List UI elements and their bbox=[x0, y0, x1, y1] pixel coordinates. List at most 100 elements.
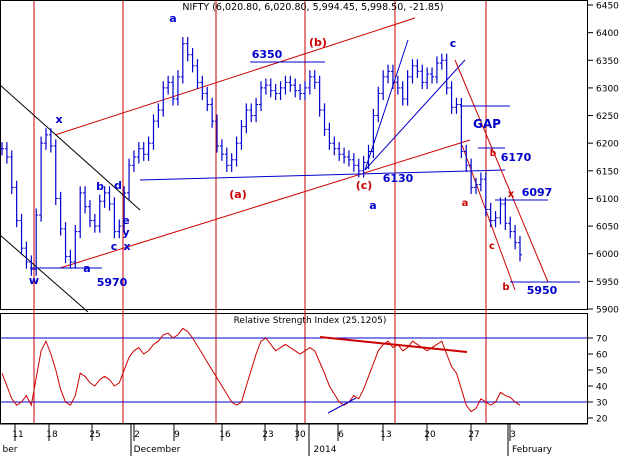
price-tick-label: 6200 bbox=[596, 140, 619, 150]
price-bars bbox=[0, 37, 522, 276]
price-bar bbox=[503, 197, 508, 230]
x-month-label: December bbox=[134, 445, 181, 455]
price-bar bbox=[371, 108, 376, 159]
price-panel-frame bbox=[0, 0, 588, 310]
price-bar bbox=[219, 139, 224, 161]
price-bar bbox=[171, 75, 176, 106]
price-y-axis: 5900 5950 6000 6050 6100 6150 6200 6250 6300 6350… bbox=[588, 2, 619, 316]
price-bar bbox=[415, 59, 420, 78]
price-tick-label: 6300 bbox=[596, 84, 619, 94]
price-bar bbox=[293, 78, 298, 98]
price-bar bbox=[166, 75, 171, 95]
price-bar bbox=[278, 81, 283, 101]
wave-label: 6130 bbox=[383, 172, 414, 185]
fall-channel-upper bbox=[454, 59, 549, 283]
support-line-6130 bbox=[139, 169, 506, 181]
wave-label: a bbox=[83, 262, 90, 275]
x-tick-label: 3 bbox=[510, 430, 516, 440]
wave-label: b bbox=[502, 282, 509, 293]
x-month-label: ber bbox=[3, 445, 18, 455]
price-bar bbox=[439, 53, 444, 70]
price-bar bbox=[410, 59, 415, 84]
wave-label: c bbox=[111, 240, 118, 253]
price-tick-label: 6350 bbox=[596, 57, 619, 67]
price-bar bbox=[425, 67, 430, 90]
price-bar bbox=[488, 202, 493, 228]
price-bar bbox=[390, 64, 395, 90]
price-bar bbox=[513, 224, 518, 250]
price-chart-title: NIFTY (6,020.80, 6,020.80, 5,994.45, 5,9… bbox=[182, 2, 443, 13]
x-tick-label: 25 bbox=[89, 430, 100, 440]
wave-label: e bbox=[122, 214, 129, 227]
downtrend-upper bbox=[0, 84, 141, 211]
vertical-markers bbox=[33, 1, 487, 423]
price-bar bbox=[346, 150, 351, 167]
x-tick-label: 6 bbox=[338, 430, 344, 440]
price-bar bbox=[420, 64, 425, 90]
wave-label: 6170 bbox=[501, 151, 532, 164]
price-bar bbox=[63, 222, 68, 264]
price-bar bbox=[215, 114, 220, 153]
rsi-tick-label: 30 bbox=[596, 399, 608, 409]
price-bar bbox=[127, 158, 132, 200]
price-bar bbox=[249, 103, 254, 123]
wave-label: c bbox=[489, 241, 495, 252]
price-tick-label: 6450 bbox=[596, 2, 619, 12]
price-bar bbox=[483, 172, 488, 217]
rsi-tick-label: 70 bbox=[596, 335, 608, 345]
wave-label: a bbox=[462, 198, 469, 209]
rsi-support-line bbox=[327, 397, 357, 414]
price-tick-label: 6400 bbox=[596, 29, 619, 39]
price-bar bbox=[161, 81, 166, 117]
wave-label: y bbox=[122, 226, 129, 239]
price-bar bbox=[205, 86, 210, 112]
price-bar bbox=[136, 142, 141, 164]
wave-label: 5950 bbox=[527, 284, 558, 297]
rsi-tick-label: 60 bbox=[596, 351, 608, 361]
downtrend-lower bbox=[0, 234, 89, 313]
wave-label: w bbox=[29, 274, 39, 287]
price-bar bbox=[464, 144, 469, 172]
channel-lower bbox=[59, 139, 471, 269]
price-bar bbox=[19, 213, 24, 255]
wave-label: x bbox=[123, 240, 130, 253]
price-bar bbox=[131, 150, 136, 172]
channel-upper bbox=[54, 17, 416, 136]
price-bar bbox=[337, 142, 342, 161]
price-bar bbox=[4, 142, 9, 164]
price-bar bbox=[43, 128, 48, 150]
price-bar bbox=[175, 70, 180, 106]
wave-label: x bbox=[508, 189, 515, 200]
price-bar bbox=[34, 208, 39, 276]
x-tick-label: 13 bbox=[380, 430, 391, 440]
wave-label: a bbox=[369, 199, 376, 212]
price-bar bbox=[83, 186, 88, 214]
price-bar bbox=[454, 97, 459, 114]
price-bar bbox=[234, 136, 239, 167]
wave-label: a bbox=[169, 12, 176, 25]
price-bar bbox=[351, 153, 356, 172]
price-bar bbox=[195, 59, 200, 90]
x-tick-label: 16 bbox=[219, 430, 231, 440]
price-bar bbox=[39, 136, 44, 222]
x-tick-label: 11 bbox=[12, 430, 23, 440]
price-bar bbox=[302, 81, 307, 101]
price-bar bbox=[48, 128, 53, 153]
price-bar bbox=[185, 37, 190, 62]
price-bar bbox=[239, 119, 244, 150]
wave-label: (b) bbox=[309, 36, 327, 49]
price-bar bbox=[356, 158, 361, 178]
price-bar bbox=[469, 158, 474, 195]
rally-trendline-b bbox=[364, 59, 466, 171]
price-bar bbox=[474, 178, 479, 195]
price-bar bbox=[381, 70, 386, 101]
price-bar bbox=[259, 81, 263, 112]
price-bar bbox=[273, 84, 278, 101]
price-bar bbox=[151, 114, 156, 150]
price-bar bbox=[97, 194, 102, 233]
price-tick-label: 6050 bbox=[596, 223, 619, 233]
price-bar bbox=[102, 186, 107, 208]
wave-label: 6097 bbox=[522, 186, 553, 199]
